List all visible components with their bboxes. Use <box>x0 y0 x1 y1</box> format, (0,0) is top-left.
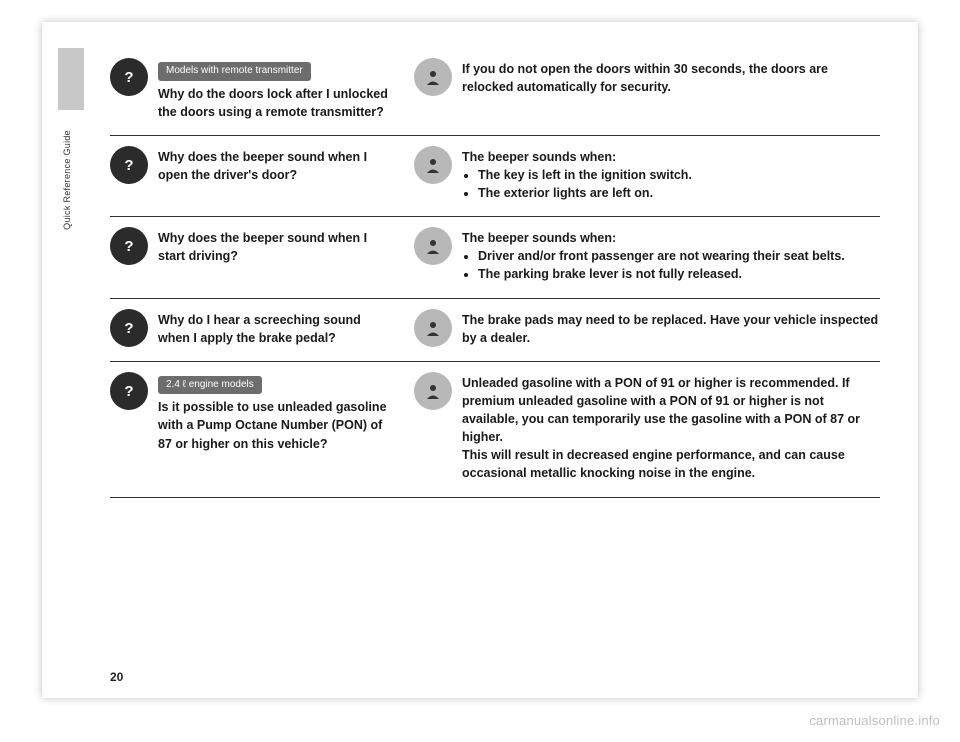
svg-text:?: ? <box>124 69 133 86</box>
bullet-item: The key is left in the ignition switch. <box>478 166 692 184</box>
qa-row: ? Why do I hear a screeching sound when … <box>110 299 880 361</box>
question-text: Why do I hear a screeching sound when I … <box>158 309 414 347</box>
svg-text:?: ? <box>124 383 133 400</box>
question-mark-icon: ? <box>110 146 148 184</box>
answer-person-icon <box>414 309 452 347</box>
answer-text: The beeper sounds when: The key is left … <box>462 146 692 202</box>
answer-person-icon <box>414 58 452 96</box>
side-tab <box>58 48 84 110</box>
qa-row: ? Why does the beeper sound when I open … <box>110 136 880 216</box>
answer-text: The brake pads may need to be replaced. … <box>462 309 880 347</box>
question-body: Why do I hear a screeching sound when I … <box>158 313 361 345</box>
question-side: ? Models with remote transmitter Why do … <box>110 58 414 121</box>
question-mark-icon: ? <box>110 58 148 96</box>
question-side: ? Why does the beeper sound when I open … <box>110 146 414 202</box>
question-side: ? 2.4 ℓ engine models Is it possible to … <box>110 372 414 483</box>
qa-row: ? Models with remote transmitter Why do … <box>110 48 880 135</box>
answer-lead: Unleaded gasoline with a PON of 91 or hi… <box>462 376 860 444</box>
divider <box>110 497 880 498</box>
answer-bullets: Driver and/or front passenger are not we… <box>478 247 845 283</box>
question-mark-icon: ? <box>110 227 148 265</box>
question-text: Why does the beeper sound when I start d… <box>158 227 414 265</box>
answer-text: The beeper sounds when: Driver and/or fr… <box>462 227 845 283</box>
qa-row: ? Why does the beeper sound when I start… <box>110 217 880 297</box>
svg-text:?: ? <box>124 320 133 337</box>
question-text: Models with remote transmitter Why do th… <box>158 58 414 121</box>
question-body: Why does the beeper sound when I open th… <box>158 150 367 182</box>
answer-person-icon <box>414 372 452 410</box>
question-text: Why does the beeper sound when I open th… <box>158 146 414 184</box>
page-number: 20 <box>110 670 123 684</box>
answer-side: The brake pads may need to be replaced. … <box>414 309 880 347</box>
question-mark-icon: ? <box>110 372 148 410</box>
answer-bullets: The key is left in the ignition switch. … <box>478 166 692 202</box>
answer-side: Unleaded gasoline with a PON of 91 or hi… <box>414 372 880 483</box>
answer-extra: This will result in decreased engine per… <box>462 448 845 480</box>
bullet-item: The exterior lights are left on. <box>478 184 692 202</box>
model-badge: Models with remote transmitter <box>158 62 311 81</box>
watermark: carmanualsonline.info <box>809 713 940 728</box>
answer-side: The beeper sounds when: Driver and/or fr… <box>414 227 880 283</box>
answer-lead: The brake pads may need to be replaced. … <box>462 313 878 345</box>
answer-side: If you do not open the doors within 30 s… <box>414 58 880 121</box>
answer-lead: If you do not open the doors within 30 s… <box>462 62 828 94</box>
question-body: Why does the beeper sound when I start d… <box>158 231 367 263</box>
model-badge: 2.4 ℓ engine models <box>158 376 262 395</box>
svg-text:?: ? <box>124 157 133 174</box>
content-area: ? Models with remote transmitter Why do … <box>110 48 880 498</box>
answer-lead: The beeper sounds when: <box>462 150 616 164</box>
answer-text: If you do not open the doors within 30 s… <box>462 58 880 96</box>
question-side: ? Why do I hear a screeching sound when … <box>110 309 414 347</box>
question-side: ? Why does the beeper sound when I start… <box>110 227 414 283</box>
qa-row: ? 2.4 ℓ engine models Is it possible to … <box>110 362 880 497</box>
question-body: Is it possible to use unleaded gasoline … <box>158 400 387 450</box>
answer-lead: The beeper sounds when: <box>462 231 616 245</box>
answer-person-icon <box>414 227 452 265</box>
svg-text:?: ? <box>124 238 133 255</box>
side-section-label: Quick Reference Guide <box>62 130 72 230</box>
question-mark-icon: ? <box>110 309 148 347</box>
question-body: Why do the doors lock after I unlocked t… <box>158 87 388 119</box>
answer-side: The beeper sounds when: The key is left … <box>414 146 880 202</box>
answer-text: Unleaded gasoline with a PON of 91 or hi… <box>462 372 880 483</box>
answer-person-icon <box>414 146 452 184</box>
bullet-item: The parking brake lever is not fully rel… <box>478 265 845 283</box>
bullet-item: Driver and/or front passenger are not we… <box>478 247 845 265</box>
question-text: 2.4 ℓ engine models Is it possible to us… <box>158 372 414 453</box>
